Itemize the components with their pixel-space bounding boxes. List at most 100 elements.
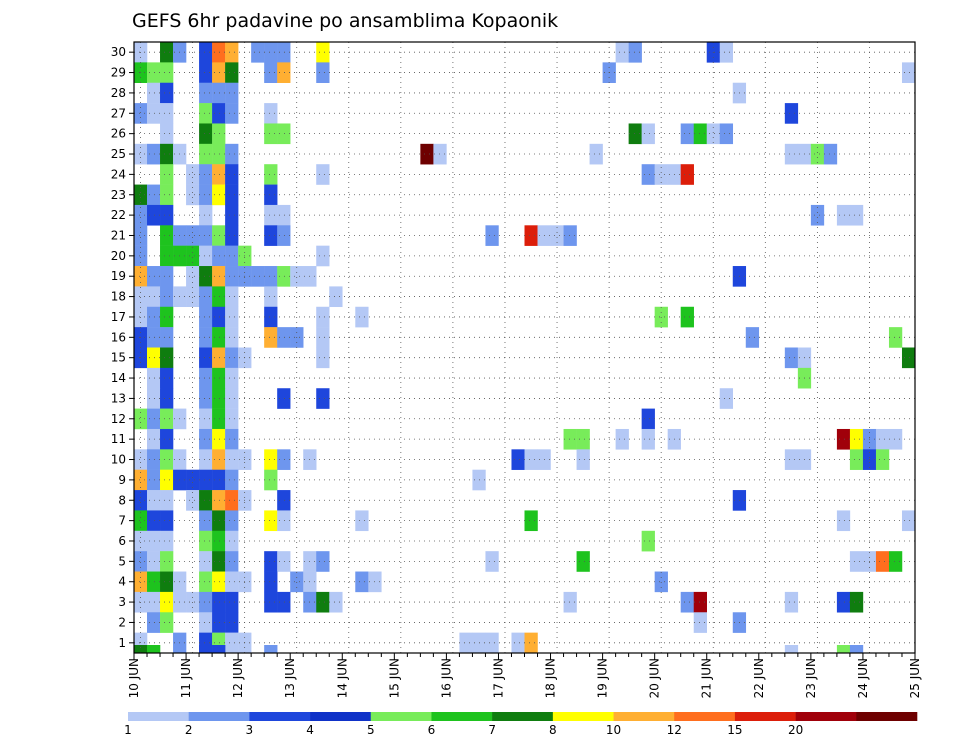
heatmap-cell [264, 123, 278, 145]
heatmap-cell [901, 347, 916, 369]
y-tick-label: 13 [111, 391, 126, 405]
heatmap-cell [225, 82, 239, 104]
heatmap-cell [199, 428, 213, 450]
heatmap-cell [355, 306, 369, 328]
heatmap-cell [563, 225, 577, 246]
y-tick-label: 10 [111, 453, 126, 467]
heatmap-cell [225, 327, 239, 348]
heatmap-cell [563, 591, 577, 613]
heatmap-cell [277, 42, 291, 63]
legend-swatch [856, 712, 918, 721]
heatmap-cell [511, 632, 525, 654]
heatmap-cell [849, 645, 864, 654]
y-axis: 1234567891011121314151617181920212223242… [111, 45, 134, 650]
heatmap-cell [264, 645, 278, 654]
y-tick-label: 18 [111, 290, 126, 304]
heatmap-cell [576, 428, 590, 450]
x-tick-label: 11 JUN [179, 658, 193, 698]
heatmap-cell [225, 449, 239, 470]
heatmap-cell [225, 225, 239, 246]
heatmap-cell [199, 164, 213, 185]
heatmap-cell [160, 42, 174, 63]
heatmap-cell [199, 367, 213, 389]
legend-swatch [188, 712, 250, 721]
heatmap-cell [160, 286, 174, 308]
heatmap-cell [290, 571, 304, 593]
heatmap-cell [680, 164, 694, 185]
heatmap-cell [420, 143, 434, 165]
heatmap-cell [147, 347, 161, 369]
heatmap-cell [199, 591, 213, 613]
y-tick-label: 25 [111, 147, 126, 161]
heatmap-cell [212, 428, 226, 450]
heatmap-cell [849, 551, 864, 572]
heatmap-cell [225, 469, 239, 491]
heatmap-cell [147, 645, 161, 654]
heatmap-cell [888, 428, 903, 450]
heatmap-cell [186, 164, 200, 185]
heatmap-cell [199, 571, 213, 593]
y-tick-label: 30 [111, 45, 126, 59]
x-tick-label: 25 JUN [908, 658, 922, 698]
heatmap-cell [654, 571, 668, 593]
x-tick-label: 17 JUN [491, 658, 505, 698]
heatmap-cell [264, 62, 278, 83]
heatmap-cell [212, 42, 226, 63]
heatmap-cell [615, 42, 629, 63]
legend-swatch [310, 712, 372, 721]
heatmap-cell [277, 204, 291, 226]
heatmap-cell [212, 510, 226, 532]
heatmap-cell [316, 591, 330, 613]
legend-swatch [249, 712, 311, 721]
heatmap-cell [849, 204, 864, 226]
heatmap-cell [199, 469, 213, 491]
heatmap-cell [147, 62, 161, 83]
heatmap-cell [485, 551, 499, 572]
heatmap-cell [147, 571, 161, 593]
heatmap-cell [524, 632, 538, 654]
heatmap-cell [147, 612, 161, 633]
heatmap-cell [836, 591, 851, 613]
x-tick-label: 10 JUN [127, 658, 141, 698]
heatmap-cell [212, 266, 226, 287]
y-tick-label: 15 [111, 351, 126, 365]
y-tick-label: 17 [111, 310, 126, 324]
heatmap-cell [147, 306, 161, 328]
heatmap-cell [264, 551, 278, 572]
color-legend: 1 2 3 4 5 6 7 8 10 12 15 20 [124, 712, 918, 737]
heatmap-cell [329, 591, 343, 613]
chart-title: GEFS 6hr padavine po ansamblima Kopaonik [132, 10, 558, 32]
heatmap-cell [628, 42, 642, 63]
heatmap-cell [160, 591, 174, 613]
heatmap-cell [212, 164, 226, 185]
y-tick-label: 8 [118, 493, 126, 507]
y-tick-label: 21 [111, 228, 126, 242]
heatmap-cell [264, 306, 278, 328]
grid-lines [134, 42, 915, 653]
y-tick-label: 14 [111, 371, 126, 385]
heatmap-cell [160, 347, 174, 369]
heatmap-cell [264, 42, 278, 63]
heatmap-cell [316, 245, 330, 267]
heatmap-cell [225, 204, 239, 226]
heatmap-cell [225, 245, 239, 267]
heatmap-cell [225, 388, 239, 409]
heatmap-cell [225, 347, 239, 369]
heatmap-cell [264, 164, 278, 185]
heatmap-cell [680, 591, 694, 613]
heatmap-cell [849, 428, 864, 450]
heatmap-cell [212, 490, 226, 511]
heatmap-cell [147, 551, 161, 572]
heatmap-cell [134, 530, 148, 552]
heatmap-cell [264, 469, 278, 491]
heatmap-cell [277, 123, 291, 145]
heatmap-cell [160, 428, 174, 450]
heatmap-cell [199, 82, 213, 104]
heatmap-cell [225, 62, 239, 83]
heatmap-cell [147, 469, 161, 491]
y-tick-label: 29 [111, 66, 126, 80]
heatmap-cell [212, 551, 226, 572]
heatmap-cell [212, 286, 226, 308]
heatmap-cell [199, 347, 213, 369]
x-tick-label: 19 JUN [596, 658, 610, 698]
